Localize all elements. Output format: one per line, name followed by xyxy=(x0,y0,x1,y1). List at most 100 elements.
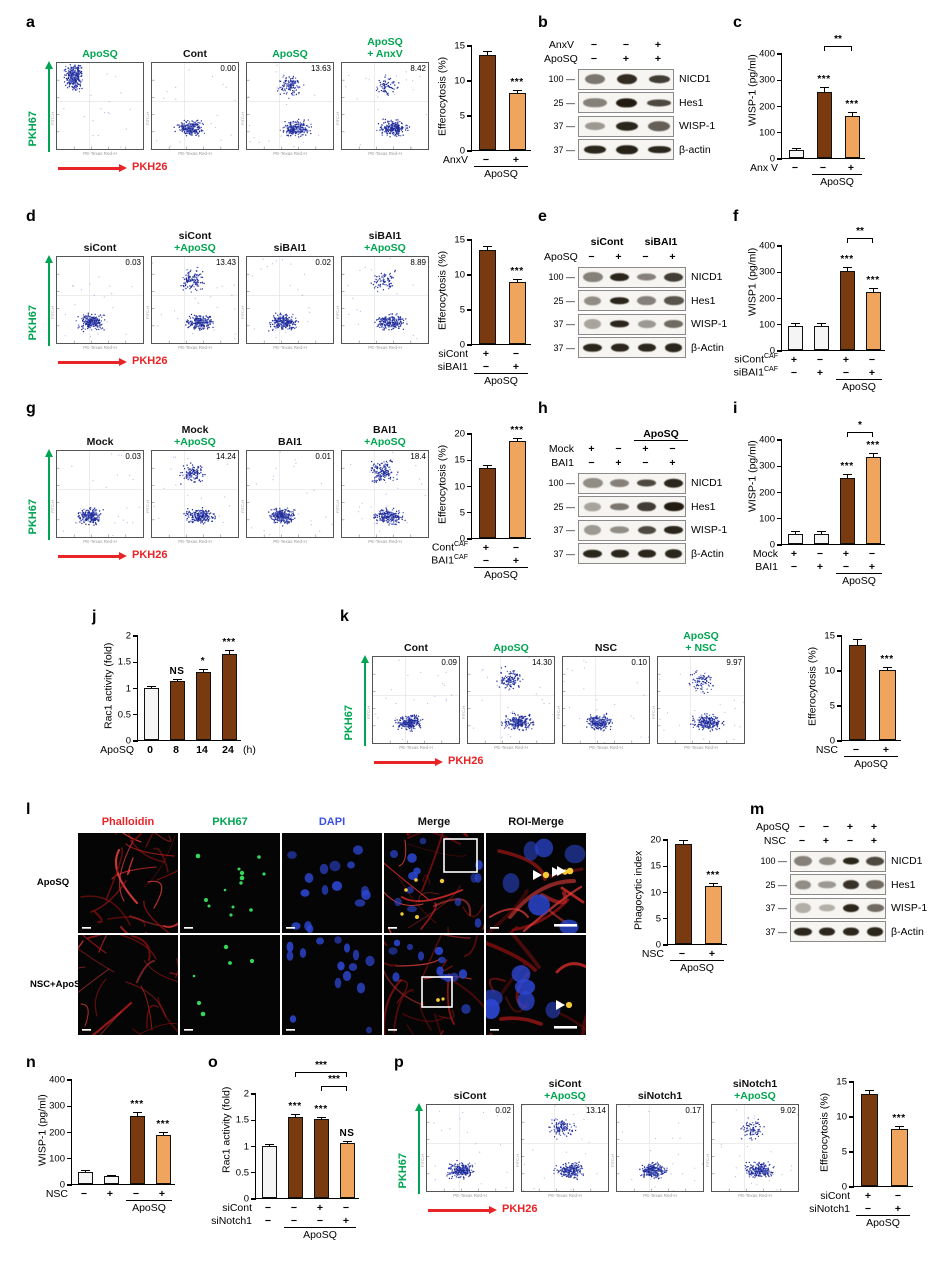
panel-label-p: p xyxy=(394,1054,404,1071)
microscopy-image xyxy=(282,935,382,1035)
bar xyxy=(704,886,722,944)
panel-d-flow: siCont FITC-H 0.03 PE-Texas Red-H siCont +Apo… xyxy=(27,226,429,368)
flow-plot-area: FITC-H 8.42 xyxy=(335,62,429,150)
y-axis-label: Phagocytic index xyxy=(632,850,645,930)
flow-plot: siCont +ApoSQ FITC-H 13.43 PE-Texas Red-H xyxy=(145,226,239,352)
x-axis-symbol: + xyxy=(816,366,824,379)
flow-y-axis-caption: FITC-H xyxy=(335,305,340,319)
protein-band xyxy=(843,904,859,912)
significance-bracket: ** xyxy=(847,226,873,243)
bar xyxy=(865,457,881,544)
flow-scatter xyxy=(247,257,333,343)
x-axis-symbol: + xyxy=(482,541,490,554)
quadrant-percentage: 9.02 xyxy=(780,1106,796,1115)
protein-name: Hes1 xyxy=(691,294,716,307)
significance-label: *** xyxy=(840,253,854,265)
scale-bar xyxy=(388,1029,397,1031)
bar-plot-area: 0 5 10 15 20 *** xyxy=(454,425,531,545)
bar xyxy=(221,654,237,740)
significance-label: *** xyxy=(510,425,524,437)
quadrant-percentage: 14.30 xyxy=(531,658,552,667)
protein-band xyxy=(664,548,683,559)
group-label: ApoSQ xyxy=(836,378,882,393)
x-axis-symbol: − xyxy=(819,161,827,174)
blot-strip xyxy=(578,266,686,288)
x-axis-symbol: − xyxy=(678,947,686,960)
error-bar xyxy=(316,1116,326,1120)
quadrant-percentage: 9.97 xyxy=(726,658,742,667)
protein-band xyxy=(637,343,656,352)
x-axis-row-label: NSC xyxy=(641,947,664,960)
protein-name: Hes1 xyxy=(891,878,916,891)
scale-bar xyxy=(286,1029,295,1031)
x-axis-row: ApoSQ 0 8 14 24 (h) xyxy=(100,743,256,756)
group-label: ApoSQ xyxy=(126,1199,172,1214)
flow-x-axis-caption: PE-Texas Red-H xyxy=(684,745,718,750)
bar xyxy=(813,326,829,350)
flow-scatter xyxy=(57,63,143,149)
error-bar xyxy=(482,51,492,55)
panel-label-o: o xyxy=(208,1054,218,1071)
mw-marker: 25 — xyxy=(553,501,575,512)
panel-m-blot: ApoSQ − − + + NSC − + − +100 — NICD1 25 — Hes1 37 — WI… xyxy=(756,820,927,945)
error-bar xyxy=(864,1090,874,1094)
blot-strip xyxy=(578,543,686,564)
protein-band xyxy=(583,97,607,108)
flow-plot-title: Mock +ApoSQ xyxy=(174,423,216,448)
significance-label: *** xyxy=(314,1103,328,1115)
protein-name: Hes1 xyxy=(691,500,716,513)
x-axis-symbol: + xyxy=(790,547,798,560)
flow-y-axis-caption: FITC-H xyxy=(515,1153,520,1167)
pkh67-axis-label: PKH67 xyxy=(397,1152,409,1188)
x-axis-row: NSC − + − + xyxy=(46,1187,175,1200)
bar xyxy=(261,1145,277,1198)
microscopy-image xyxy=(486,935,586,1035)
blot-header-label: ApoSQ xyxy=(544,53,578,65)
protein-band xyxy=(582,272,603,282)
arrowhead-icon xyxy=(552,867,561,877)
lane-symbol: − xyxy=(590,53,598,65)
x-axis-suffix: (h) xyxy=(243,743,256,756)
protein-band xyxy=(616,121,638,131)
significance-label: *** xyxy=(866,275,880,287)
x-axis-symbol: − xyxy=(842,560,850,573)
x-axis-symbol: + xyxy=(882,743,890,756)
significance-label: *** xyxy=(866,439,880,451)
error-bar xyxy=(894,1125,904,1129)
bar xyxy=(103,1176,119,1184)
x-axis-symbol: + xyxy=(868,366,876,379)
bar xyxy=(77,1172,93,1184)
pkh26-axis-label: PKH26 xyxy=(132,355,168,367)
x-axis-row-label: ContCAF xyxy=(431,541,468,554)
red-arrow-icon xyxy=(428,1206,497,1214)
x-axis-symbol: + xyxy=(316,1201,324,1214)
bar xyxy=(508,281,526,344)
pkh26-axis-arrow: PKH26 xyxy=(58,548,228,564)
protein-band xyxy=(583,145,607,154)
flow-plot-title: ApoSQ xyxy=(272,47,308,60)
protein-band xyxy=(616,74,638,84)
group-label: ApoSQ xyxy=(836,572,882,587)
quadrant-percentage: 0.17 xyxy=(685,1106,701,1115)
flow-y-axis-caption: FITC-H xyxy=(145,111,150,125)
pkh26-axis-label: PKH26 xyxy=(502,1203,538,1215)
protein-name: WISP-1 xyxy=(891,902,928,914)
panel-k-flow: Cont FITC-H 0.09 PE-Texas Red-H ApoSQ FITC-H 1… xyxy=(343,626,745,768)
x-axis-symbol: − xyxy=(894,1189,902,1202)
pkh26-axis-arrow: PKH26 xyxy=(428,1202,598,1218)
blot-strip xyxy=(578,115,674,137)
flow-y-axis-caption: FITC-H xyxy=(240,305,245,319)
panel-label-j: j xyxy=(92,608,97,625)
flow-plot: BAI1 FITC-H 0.01 PE-Texas Red-H xyxy=(240,420,334,546)
blot-strip xyxy=(578,519,686,541)
protein-band xyxy=(647,98,671,107)
flow-plot-title: Cont xyxy=(183,47,207,60)
y-axis-label: WISP-1 (pg/ml) xyxy=(746,440,759,512)
pkh67-axis-label: PKH67 xyxy=(27,304,39,340)
significance-bracket: * xyxy=(847,420,873,437)
blot-header-label: ApoSQ xyxy=(756,821,790,833)
protein-band xyxy=(610,320,629,328)
error-bar xyxy=(847,112,857,116)
bar-plot-area: 0 5 10 15 *** xyxy=(454,235,531,351)
flow-y-axis-caption: FITC-H xyxy=(240,499,245,513)
